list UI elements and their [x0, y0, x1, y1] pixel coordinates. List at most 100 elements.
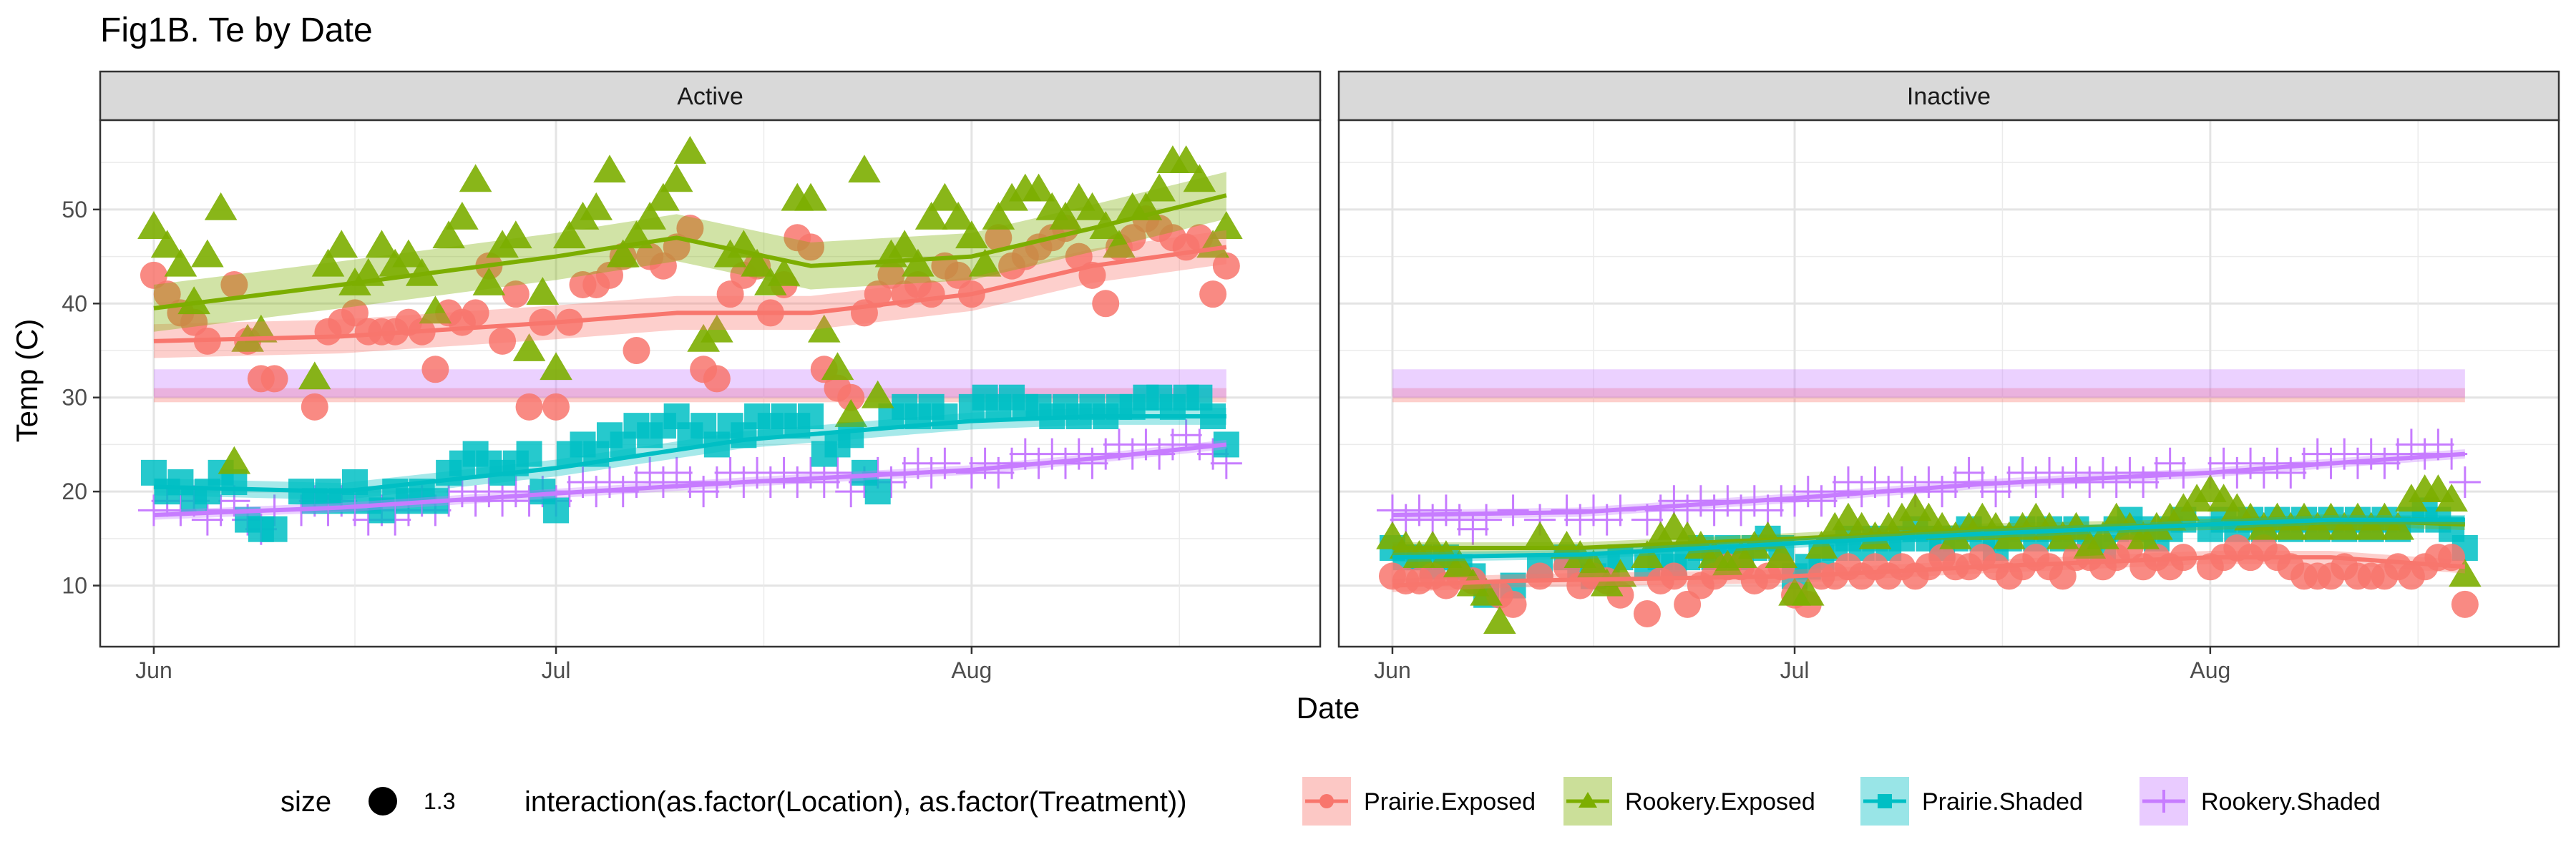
data-point — [1913, 466, 1945, 498]
data-point — [701, 314, 733, 343]
panel-strip-label: Inactive — [1907, 83, 1991, 110]
data-point — [1684, 485, 1717, 517]
data-point — [807, 314, 841, 343]
smooth-line-prairie-exposed — [1392, 555, 2466, 588]
data-point — [674, 466, 706, 498]
data-point — [593, 466, 625, 498]
data-point — [955, 220, 988, 249]
data-point — [741, 248, 774, 277]
data-point — [1183, 164, 1216, 192]
data-point — [1497, 494, 1529, 526]
y-tick-label: 50 — [62, 197, 87, 222]
smooth-line-prairie-shaded — [153, 414, 1226, 494]
data-point — [499, 220, 532, 249]
data-point — [902, 248, 935, 277]
data-point — [473, 476, 505, 508]
data-point — [472, 268, 506, 295]
data-point — [204, 192, 238, 220]
data-point — [798, 403, 824, 429]
x-tick-label: Jul — [542, 657, 571, 683]
data-point — [542, 393, 570, 421]
data-point — [821, 456, 854, 489]
data-point — [848, 155, 881, 183]
data-point — [928, 182, 962, 211]
data-point — [218, 446, 251, 474]
data-point — [797, 233, 825, 261]
panel-border — [99, 119, 1322, 648]
legend-label: Prairie.Shaded — [1922, 788, 2083, 816]
data-point — [153, 280, 181, 308]
data-point — [2451, 590, 2479, 618]
data-point — [835, 476, 867, 508]
data-point — [2235, 447, 2267, 479]
data-point — [968, 248, 1002, 277]
data-point — [543, 497, 570, 524]
legend-label: Rookery.Exposed — [1625, 788, 1815, 816]
data-point — [459, 164, 492, 192]
data-point — [2114, 456, 2146, 489]
data-point — [1443, 504, 1475, 536]
data-point — [164, 248, 197, 277]
data-point — [606, 239, 640, 268]
data-point — [1577, 549, 1610, 578]
data-point — [1403, 494, 1435, 526]
data-point — [2395, 428, 2427, 461]
data-point — [795, 456, 827, 489]
data-point — [1523, 521, 1556, 549]
y-tick-label: 10 — [62, 573, 87, 599]
legend: size 1.3 interaction(as.factor(Location), … — [280, 777, 2381, 826]
data-point — [982, 202, 1015, 230]
data-point — [298, 361, 331, 390]
data-point — [419, 295, 452, 324]
data-point — [2248, 456, 2280, 489]
data-point — [2382, 438, 2414, 470]
panel-strip — [99, 70, 1322, 122]
data-point — [2087, 521, 2119, 549]
reference-band-prairie-exposed — [1392, 388, 2465, 403]
data-point — [446, 202, 479, 230]
data-point — [1792, 476, 1824, 508]
panel-active: Active Jun Jul Aug 10 20 30 40 50 — [62, 70, 1322, 683]
data-point — [137, 494, 170, 526]
data-point — [929, 447, 961, 479]
data-point — [446, 476, 478, 508]
data-point — [1499, 590, 1527, 618]
data-point — [1980, 476, 2012, 508]
data-point — [1063, 438, 1095, 470]
data-point — [487, 485, 519, 517]
data-point — [623, 337, 650, 364]
data-point — [2074, 466, 2106, 498]
data-point — [2100, 466, 2132, 498]
data-point — [2435, 484, 2468, 512]
data-point — [1644, 494, 1677, 526]
smooth-ribbon-rookery-shaded — [153, 439, 1226, 520]
legend-item-prairie-shaded: Prairie.Shaded — [1860, 777, 2083, 826]
data-point — [1090, 438, 1122, 470]
data-point — [1672, 494, 1704, 526]
data-point — [888, 230, 921, 258]
data-point — [808, 466, 840, 498]
x-axis-label: Date — [1297, 691, 1360, 725]
data-point — [1674, 590, 1702, 618]
data-point — [1022, 173, 1055, 202]
y-tick-label: 30 — [62, 385, 87, 411]
data-point — [2127, 466, 2160, 498]
data-point — [150, 230, 184, 258]
data-point — [1212, 252, 1240, 280]
legend-group-title: interaction(as.factor(Location), as.fact… — [525, 786, 1187, 818]
data-point — [1765, 540, 1798, 569]
data-point — [1075, 192, 1109, 220]
reference-band-rookery-shaded — [153, 369, 1226, 398]
data-point — [191, 504, 223, 536]
data-point — [1483, 606, 1516, 635]
data-point — [647, 182, 680, 211]
data-point — [2261, 447, 2293, 479]
data-point — [140, 261, 167, 289]
data-point — [261, 516, 288, 542]
data-point — [767, 258, 801, 286]
data-point — [634, 456, 666, 489]
data-point — [552, 220, 586, 249]
data-point — [688, 476, 720, 508]
data-point — [365, 230, 399, 258]
y-tick-label: 20 — [62, 479, 87, 504]
